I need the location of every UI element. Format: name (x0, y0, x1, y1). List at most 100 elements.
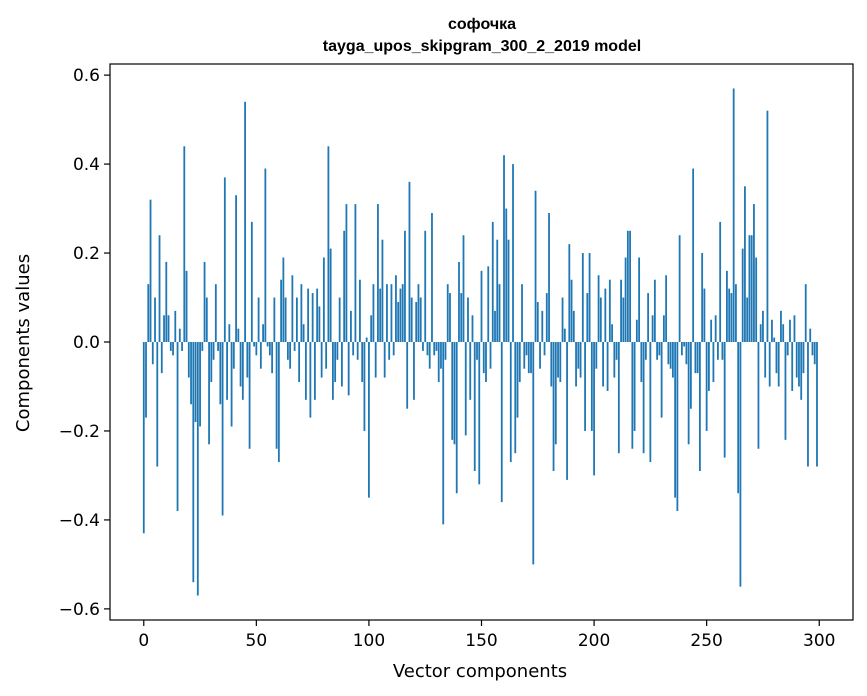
bar (151, 342, 154, 365)
bar (302, 324, 305, 342)
bar (325, 342, 328, 369)
bar (239, 342, 242, 387)
bar (485, 342, 487, 383)
bar (710, 319, 713, 342)
bar (762, 310, 764, 342)
bar (498, 284, 501, 342)
bar (163, 315, 165, 342)
bar (379, 288, 382, 342)
bar (390, 284, 393, 342)
bar (471, 315, 474, 342)
bar (419, 297, 422, 342)
bar (696, 342, 699, 374)
bar (313, 342, 316, 400)
x-tick-label: 200 (578, 631, 610, 651)
y-tick-label: 0.6 (73, 66, 100, 86)
bar (368, 342, 370, 498)
bar (244, 101, 246, 342)
bar (237, 328, 240, 342)
bar (199, 342, 201, 427)
bar (678, 235, 681, 342)
bar (383, 342, 386, 378)
bar (748, 235, 751, 342)
bar (739, 342, 742, 587)
bar (473, 342, 476, 471)
bar (649, 342, 652, 463)
bar (462, 235, 465, 342)
bar (629, 230, 631, 342)
bar (584, 342, 586, 431)
y-tick-label: −0.4 (59, 511, 100, 531)
bar (566, 342, 568, 480)
bar (264, 168, 267, 342)
bar (174, 310, 177, 342)
bar (622, 297, 625, 342)
bar (208, 342, 210, 445)
bar (665, 275, 668, 342)
bar (478, 342, 481, 485)
bar (286, 342, 289, 360)
bar (284, 297, 287, 342)
bar (595, 342, 598, 369)
bar (631, 342, 634, 449)
bar (773, 337, 776, 342)
bar (548, 213, 550, 342)
bar (660, 342, 663, 418)
bar (248, 342, 251, 449)
bar (586, 293, 589, 342)
bar (780, 310, 782, 342)
bar (460, 293, 463, 342)
bar (494, 310, 496, 342)
bar (489, 342, 492, 369)
bar (795, 342, 798, 378)
bar (347, 342, 350, 396)
bar (525, 342, 528, 356)
bar (723, 342, 726, 458)
bar (656, 342, 659, 360)
bar (744, 186, 746, 342)
bar (653, 279, 656, 342)
bar (536, 301, 539, 342)
bar (334, 342, 337, 383)
bar (338, 297, 341, 342)
bar (638, 257, 641, 342)
bar (705, 342, 708, 431)
bar (782, 324, 785, 342)
bar (309, 342, 312, 418)
bar (381, 239, 384, 342)
bar (176, 342, 179, 512)
bar (651, 315, 654, 342)
bar (417, 284, 420, 342)
bar (635, 319, 638, 342)
bar (597, 275, 600, 342)
bar (590, 342, 593, 431)
bar (356, 342, 359, 360)
bar (408, 181, 411, 342)
bar (404, 230, 406, 342)
bar (496, 239, 499, 342)
bar (277, 342, 280, 463)
bar (487, 266, 490, 342)
bar (165, 261, 168, 342)
bar (145, 342, 147, 418)
bar (811, 342, 814, 356)
bar (212, 342, 215, 360)
x-axis-label: Vector components (393, 661, 567, 682)
bar (512, 164, 514, 342)
bar (730, 293, 733, 342)
bar (521, 284, 523, 342)
bar (669, 342, 672, 369)
bar (232, 342, 235, 369)
bar (410, 297, 413, 342)
bar (295, 297, 298, 342)
x-tick-label: 0 (138, 631, 149, 651)
bar (271, 342, 274, 374)
bar (683, 342, 686, 347)
bar (336, 342, 339, 360)
bar (802, 342, 805, 374)
bar (194, 342, 197, 423)
bar (757, 342, 760, 449)
bar (604, 288, 607, 342)
bar (230, 342, 233, 427)
bar (365, 337, 368, 342)
